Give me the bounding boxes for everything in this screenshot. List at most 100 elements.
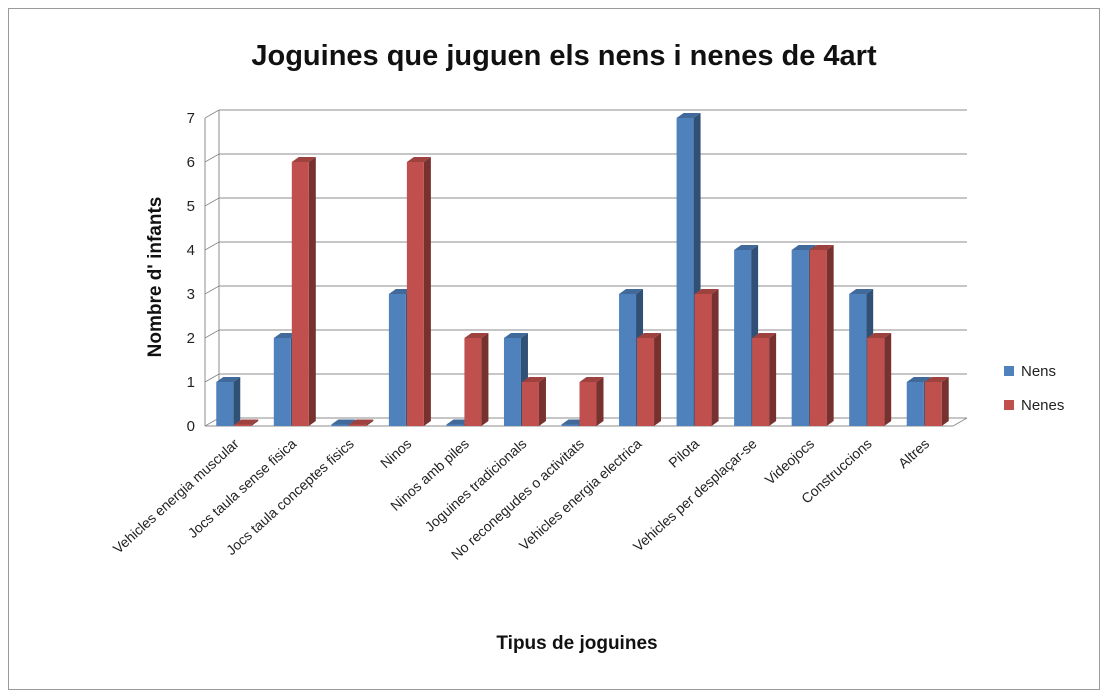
bar-top bbox=[694, 289, 719, 294]
bar-side bbox=[596, 377, 604, 426]
bar-front bbox=[446, 424, 464, 426]
bar-nenes-12 bbox=[924, 377, 949, 426]
bar-nenes-0 bbox=[234, 419, 259, 426]
bar-top bbox=[216, 377, 241, 382]
chart-frame: Joguines que juguen els nens i nenes de … bbox=[8, 8, 1100, 690]
bar-nenes-4 bbox=[464, 333, 489, 426]
bar-side bbox=[941, 377, 949, 426]
legend-swatch-nens bbox=[1004, 366, 1014, 376]
bar-top bbox=[849, 289, 874, 294]
bar-side bbox=[826, 245, 834, 426]
bar-top bbox=[791, 245, 816, 250]
y-tick-label: 1 bbox=[187, 374, 195, 391]
gridlines bbox=[204, 109, 967, 427]
bar-top bbox=[906, 377, 931, 382]
bar-front bbox=[694, 294, 712, 426]
bar-front bbox=[388, 294, 406, 426]
gridline-side bbox=[204, 153, 220, 163]
legend: Nens Nenes bbox=[1004, 363, 1064, 414]
bar-side bbox=[538, 377, 546, 426]
bar-top bbox=[924, 377, 949, 382]
y-tick-label: 4 bbox=[187, 242, 195, 259]
bar-front bbox=[619, 294, 637, 426]
bar-nenes-5 bbox=[521, 377, 546, 426]
y-tick-labels: 0 1 2 3 4 5 6 7 bbox=[187, 110, 195, 435]
bar-side bbox=[711, 289, 719, 426]
bar-top bbox=[579, 377, 604, 382]
bar-front bbox=[637, 338, 655, 426]
bar-side bbox=[423, 157, 431, 426]
bar-nenes-2 bbox=[349, 419, 374, 426]
category-label: Jocs taula sense fisica bbox=[185, 435, 300, 541]
bar-front bbox=[521, 382, 539, 426]
bar-side bbox=[769, 333, 777, 426]
gridline-side bbox=[204, 109, 220, 119]
bar-top bbox=[406, 157, 431, 162]
bar-front bbox=[809, 250, 827, 426]
y-tick-label: 0 bbox=[187, 418, 195, 435]
bar-side bbox=[481, 333, 489, 426]
bar-front bbox=[349, 424, 367, 426]
bar-top bbox=[464, 333, 489, 338]
bar-top bbox=[809, 245, 834, 250]
bar-front bbox=[503, 338, 521, 426]
legend-label-nenes: Nenes bbox=[1021, 397, 1064, 414]
bar-chart: Joguines que juguen els nens i nenes de … bbox=[110, 40, 1065, 654]
y-axis-title: Nombre d' infants bbox=[145, 197, 166, 358]
legend-label-nens: Nens bbox=[1021, 363, 1056, 380]
bar-top bbox=[349, 419, 374, 425]
bar-top bbox=[291, 157, 316, 162]
bar-top bbox=[234, 419, 259, 425]
bar-side bbox=[233, 377, 241, 426]
floor-right-edge bbox=[952, 417, 968, 427]
bar-nenes-6 bbox=[579, 377, 604, 426]
y-tick-label: 3 bbox=[187, 286, 195, 303]
bar-side bbox=[308, 157, 316, 426]
bar-nenes-9 bbox=[752, 333, 777, 426]
y-tick-label: 6 bbox=[187, 154, 195, 171]
bar-front bbox=[291, 162, 309, 426]
category-label: Joguines tradicionals bbox=[422, 435, 530, 534]
bar-front bbox=[752, 338, 770, 426]
legend-swatch-nenes bbox=[1004, 400, 1014, 410]
category-label: Videojocs bbox=[762, 435, 818, 487]
bars bbox=[216, 113, 949, 426]
gridline-side bbox=[204, 285, 220, 295]
bar-front bbox=[924, 382, 942, 426]
bar-top bbox=[619, 289, 644, 294]
bar-front bbox=[676, 118, 694, 426]
bar-top bbox=[734, 245, 759, 250]
category-label: Altres bbox=[895, 435, 932, 471]
bar-front bbox=[464, 338, 482, 426]
bar-front bbox=[216, 382, 234, 426]
bar-front bbox=[406, 162, 424, 426]
bar-front bbox=[579, 382, 597, 426]
bar-nens-0 bbox=[216, 377, 241, 426]
bar-nenes-11 bbox=[867, 333, 892, 426]
bar-front bbox=[331, 424, 349, 426]
bar-nenes-10 bbox=[809, 245, 834, 426]
chart-title: Joguines que juguen els nens i nenes de … bbox=[251, 40, 877, 72]
bar-front bbox=[791, 250, 809, 426]
axes bbox=[204, 110, 968, 427]
gridline-side bbox=[204, 329, 220, 339]
bar-nenes-3 bbox=[406, 157, 431, 426]
bar-top bbox=[752, 333, 777, 338]
x-axis-title: Tipus de joguines bbox=[496, 633, 657, 654]
bar-top bbox=[503, 333, 528, 338]
category-label: Pilota bbox=[665, 435, 702, 470]
bar-front bbox=[734, 250, 752, 426]
bar-side bbox=[366, 419, 374, 426]
bar-front bbox=[849, 294, 867, 426]
bar-front bbox=[561, 424, 579, 426]
bar-top bbox=[521, 377, 546, 382]
bar-front bbox=[906, 382, 924, 426]
bar-side bbox=[654, 333, 662, 426]
y-tick-label: 7 bbox=[187, 110, 195, 127]
bar-top bbox=[637, 333, 662, 338]
bar-front bbox=[234, 424, 252, 426]
gridline-side bbox=[204, 241, 220, 251]
gridline-side bbox=[204, 197, 220, 207]
bar-top bbox=[676, 113, 701, 118]
